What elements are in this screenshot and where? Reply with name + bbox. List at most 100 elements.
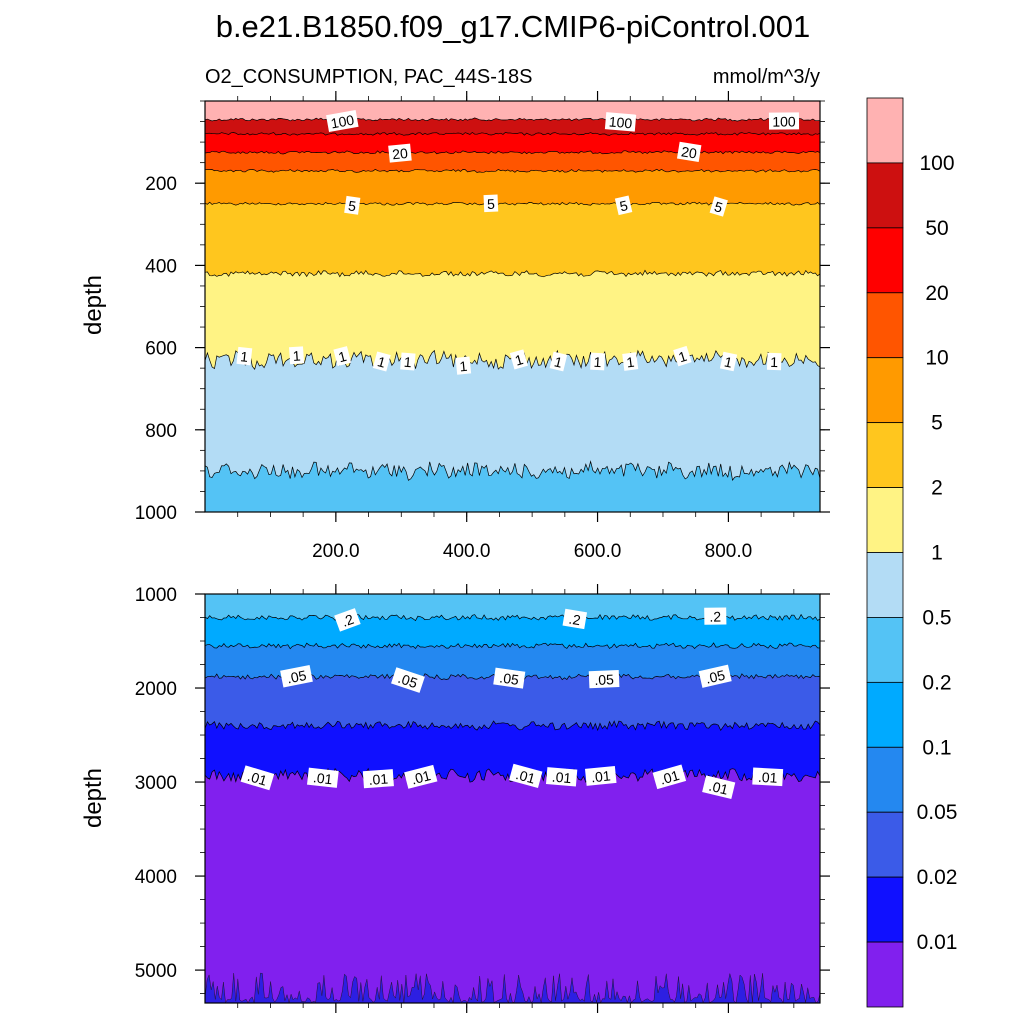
contour-label: .01 [307,767,339,788]
contour-label-text: 5 [487,196,496,212]
lower-panel: .2 .2 .2 .05 .05 .05 .05 .05 .01 .01 .01 .01 .01 .01.… [135,584,830,1013]
contour-label-text: 1 [770,354,778,370]
contour-line-0.01 [205,767,820,784]
contour-label-text: 1 [553,353,565,370]
contour-label: .05 [493,667,526,689]
units-label: mmol/m^3/y [713,66,820,88]
contour-label: .05 [391,667,425,693]
x-tick-label: 400.0 [443,541,491,562]
contour-label: 1 [549,351,568,372]
colorbar-box [866,422,904,488]
contour-label-text: 1 [625,354,635,371]
contour-line-0.5 [205,460,820,481]
colorbar-label: 50 [925,217,948,240]
contour-label: .05 [280,664,313,688]
contour-label-text: .01 [551,769,572,787]
colorbar-box [866,357,904,424]
contour-label-text: 1 [459,358,469,375]
contour-label: .01 [240,765,275,791]
colorbar-label: 0.02 [917,866,958,889]
variable-label: O2_CONSUMPTION, PAC_44S-18S [205,66,533,88]
contour-label-text: .01 [312,769,333,787]
colorbar-box [866,487,904,553]
contour-label-text: 20 [391,145,408,162]
contour-label-text: .05 [285,667,307,687]
band-fill-below-0.01 [205,768,820,1003]
contour-label: .01 [752,767,784,787]
contour-label: 1 [236,346,253,366]
contour-label: 1 [400,352,416,371]
contour-label-text: .01 [514,766,537,787]
contour-label-text: .01 [707,778,730,798]
colorbar-label: 10 [925,347,948,370]
contour-label-text: .05 [594,671,614,688]
contour-line-50 [205,131,820,136]
contour-label-text: .01 [758,769,779,786]
contour-line-10 [205,168,820,173]
y-tick-label: 800 [145,421,177,442]
contour-label: .01 [652,764,687,790]
contour-label: 1 [766,352,782,371]
contour-label-text: .01 [590,767,611,785]
y-tick-label: 400 [145,256,177,277]
contour-label: 1 [372,351,391,372]
y-tick-label: 1000 [135,585,177,606]
y-tick-label: 1000 [135,503,177,524]
contour-label: 1 [333,346,352,367]
chart-title: b.e21.B1850.f09_g17.CMIP6-piControl.001 [216,9,811,44]
colorbar-label: 5 [931,412,943,435]
colorbar-box [866,292,904,359]
contour-label: 5 [614,195,633,216]
contour-label: 20 [676,141,702,163]
contour-label-text: .2 [568,611,582,629]
contour-label-text: 5 [618,197,629,214]
colorbar-box [866,681,904,748]
contour-label: .01 [362,769,394,789]
contour-label-text: 1 [240,348,250,365]
contour-label: 1 [288,346,305,365]
contour-label-text: .05 [498,669,520,688]
colorbar-box [866,941,904,1008]
contour-label: .01 [509,763,543,789]
contour-label: .01 [545,767,578,787]
colorbar-box [866,552,904,618]
contour-label-text: 1 [292,348,301,365]
contour-label: 1 [590,352,606,371]
contour-label: .01 [584,765,617,786]
contour-label-text: .05 [704,667,727,687]
contour-label: 5 [344,195,361,215]
contour-line-0.1 [205,642,820,650]
x-tick-label: 800.0 [705,541,753,562]
colorbar-label: 0.5 [922,606,951,629]
contour-label: 1 [622,352,639,371]
y-tick-label: 5000 [135,961,177,982]
contour-label: 1 [509,349,528,370]
contour-label: 1 [673,345,692,367]
contour-label-text: .05 [396,670,420,691]
contour-label: .2 [704,607,727,625]
contour-label: 5 [483,194,499,213]
colorbar-label: 0.01 [917,931,958,954]
contour-label-text: .01 [246,768,269,789]
contour-label: .01 [702,775,736,800]
contour-label-text: 1 [376,353,388,371]
colorbar-label: 1 [931,542,943,565]
contour-label: 100 [326,110,359,132]
contour-label-text: 100 [772,113,796,129]
colorbar-box [866,876,904,943]
colorbar-label: 0.1 [922,736,951,759]
y-tick-label: 600 [145,339,177,360]
y-tick-label: 4000 [135,867,177,888]
contour-label-text: 100 [608,113,633,131]
colorbar: 100 50 20 10 5 2 1 0.5 0.2 0.1 0.05 0.02 0.01 [866,97,958,1008]
contour-line-100 [205,117,820,122]
y-tick-label: 200 [145,174,177,195]
contour-label: 1 [455,356,472,375]
colorbar-box [866,162,904,229]
contour-label-text: 1 [337,348,349,365]
contour-label: .2 [562,608,588,630]
lower-depth-axis-label: depth [80,768,107,828]
deep-spikes [205,972,820,1003]
contour-label-text: 1 [403,354,412,371]
